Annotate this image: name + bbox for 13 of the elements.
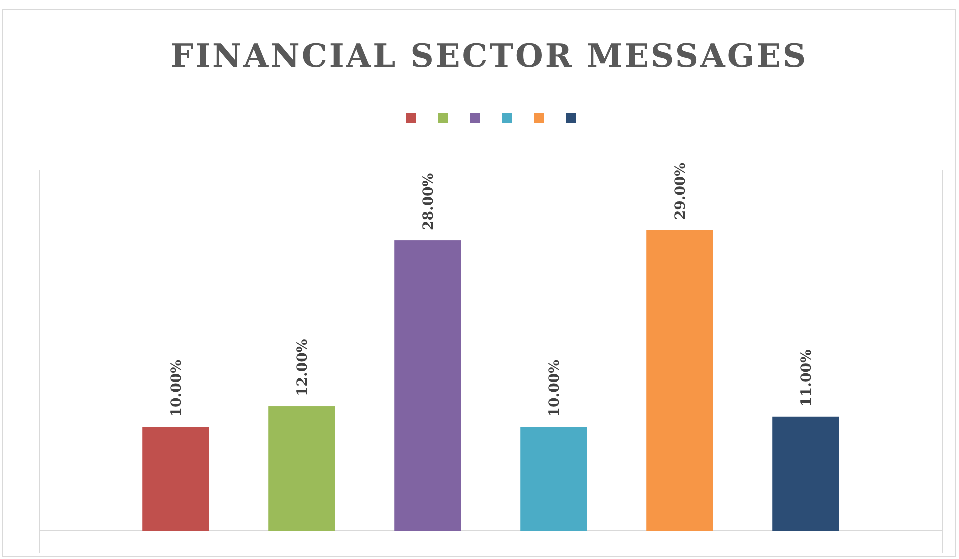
- chart-title: FINANCIAL SECTOR MESSAGES: [170, 37, 808, 75]
- data-label: 10.00%: [547, 360, 563, 418]
- bar: [772, 416, 840, 531]
- data-label: 29.00%: [673, 163, 689, 220]
- data-label: 11.00%: [799, 350, 815, 407]
- bar: [394, 240, 462, 531]
- bar: [268, 406, 336, 531]
- data-label: 28.00%: [421, 173, 437, 231]
- bar: [520, 427, 588, 531]
- bar: [142, 427, 210, 531]
- data-label: 12.00%: [295, 339, 311, 397]
- data-label: 10.00%: [169, 360, 185, 418]
- bar: [646, 230, 714, 531]
